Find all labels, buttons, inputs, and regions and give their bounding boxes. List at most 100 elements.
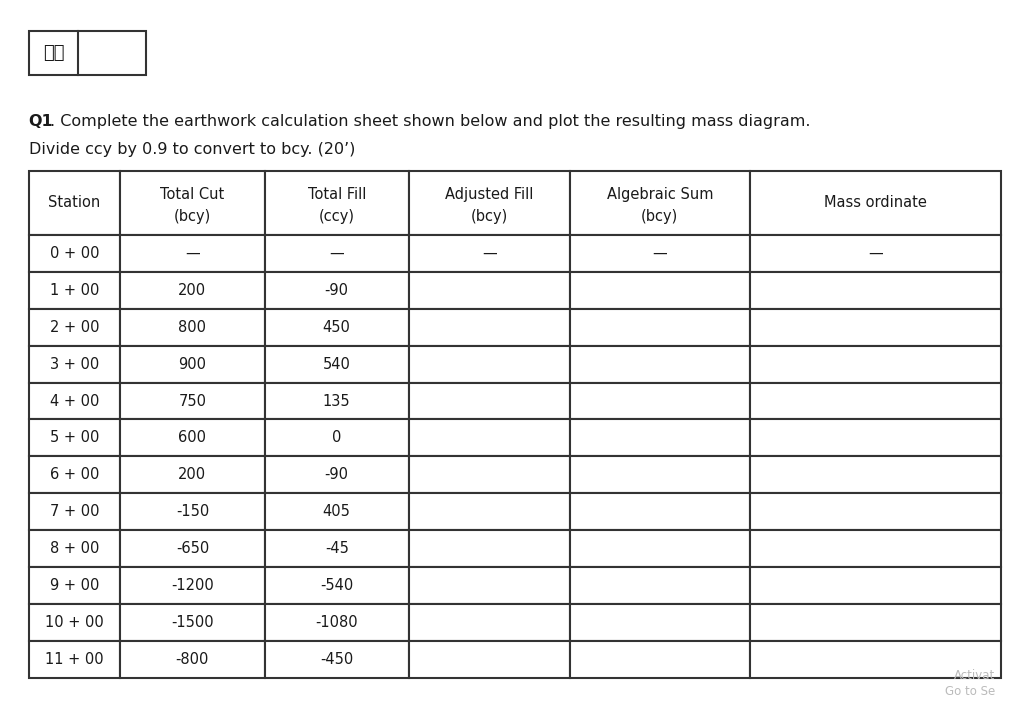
Text: 7 + 00: 7 + 00 [50, 504, 99, 520]
Text: 600: 600 [178, 430, 207, 446]
Bar [29, 346, 120, 383]
Bar [409, 171, 569, 235]
Text: (bcy): (bcy) [641, 209, 679, 224]
Text: 200: 200 [178, 282, 207, 298]
Bar [264, 235, 409, 272]
Bar [29, 383, 120, 419]
Bar [120, 604, 264, 641]
Bar [409, 604, 569, 641]
Text: -800: -800 [176, 652, 209, 668]
Text: Divide ccy by 0.9 to convert to bcy. (20’): Divide ccy by 0.9 to convert to bcy. (20… [29, 142, 355, 157]
Bar [120, 171, 264, 235]
Bar [264, 567, 409, 604]
Bar [569, 272, 750, 309]
Text: 得分: 得分 [43, 43, 65, 62]
Bar [120, 309, 264, 346]
Text: —: — [185, 245, 200, 261]
Bar [409, 567, 569, 604]
Bar [569, 567, 750, 604]
Text: —: — [330, 245, 344, 261]
Text: (ccy): (ccy) [318, 209, 354, 224]
Bar [750, 272, 1001, 309]
Bar [29, 567, 120, 604]
Text: 5 + 00: 5 + 00 [50, 430, 99, 446]
Bar [264, 493, 409, 530]
Bar [569, 171, 750, 235]
Bar [264, 383, 409, 419]
Bar [264, 456, 409, 493]
Bar [750, 641, 1001, 678]
Text: —: — [652, 245, 668, 261]
Bar [29, 272, 120, 309]
Text: 9 + 00: 9 + 00 [50, 578, 99, 594]
Bar [569, 419, 750, 456]
Bar [409, 493, 569, 530]
Bar [409, 419, 569, 456]
Bar [29, 31, 146, 75]
Text: Station: Station [48, 195, 100, 210]
Bar [29, 493, 120, 530]
Bar [750, 456, 1001, 493]
Text: 0: 0 [332, 430, 341, 446]
Text: Total Fill: Total Fill [307, 188, 366, 203]
Bar [264, 641, 409, 678]
Bar [750, 604, 1001, 641]
Text: 135: 135 [323, 393, 350, 409]
Bar [409, 309, 569, 346]
Bar [750, 171, 1001, 235]
Bar [569, 530, 750, 567]
Bar [569, 383, 750, 419]
Text: 8 + 00: 8 + 00 [50, 541, 99, 557]
Text: —: — [868, 245, 883, 261]
Bar [120, 493, 264, 530]
Bar [569, 493, 750, 530]
Text: -45: -45 [325, 541, 348, 557]
Bar [569, 346, 750, 383]
Text: 1 + 00: 1 + 00 [50, 282, 99, 298]
Bar [750, 567, 1001, 604]
Bar [409, 456, 569, 493]
Text: -1500: -1500 [171, 615, 214, 631]
Bar [120, 530, 264, 567]
Text: 200: 200 [178, 467, 207, 483]
Text: 3 + 00: 3 + 00 [50, 356, 99, 372]
Bar [120, 235, 264, 272]
Text: 6 + 00: 6 + 00 [50, 467, 99, 483]
Bar [569, 641, 750, 678]
Bar [409, 641, 569, 678]
Text: Total Cut: Total Cut [161, 188, 224, 203]
Bar [29, 530, 120, 567]
Bar [264, 604, 409, 641]
Bar [120, 272, 264, 309]
Bar [409, 235, 569, 272]
Bar [29, 641, 120, 678]
Bar [29, 456, 120, 493]
Bar [569, 309, 750, 346]
Text: Adjusted Fill: Adjusted Fill [445, 188, 534, 203]
Text: (bcy): (bcy) [174, 209, 211, 224]
Bar [120, 346, 264, 383]
Bar [29, 419, 120, 456]
Text: -1200: -1200 [171, 578, 214, 594]
Text: (bcy): (bcy) [471, 209, 508, 224]
Bar [409, 383, 569, 419]
Bar [750, 530, 1001, 567]
Bar [120, 419, 264, 456]
Text: -450: -450 [321, 652, 353, 668]
Bar [750, 235, 1001, 272]
Text: -90: -90 [325, 282, 349, 298]
Bar [264, 346, 409, 383]
Bar [264, 309, 409, 346]
Bar [120, 641, 264, 678]
Bar [29, 235, 120, 272]
Bar [120, 456, 264, 493]
Bar [120, 567, 264, 604]
Text: Algebraic Sum: Algebraic Sum [606, 188, 713, 203]
Text: -90: -90 [325, 467, 349, 483]
Bar [409, 272, 569, 309]
Text: 10 + 00: 10 + 00 [45, 615, 103, 631]
Text: Activat
Go to Se: Activat Go to Se [945, 669, 995, 698]
Text: . Complete the earthwork calculation sheet shown below and plot the resulting ma: . Complete the earthwork calculation she… [50, 114, 811, 129]
Bar [750, 493, 1001, 530]
Text: 750: 750 [178, 393, 207, 409]
